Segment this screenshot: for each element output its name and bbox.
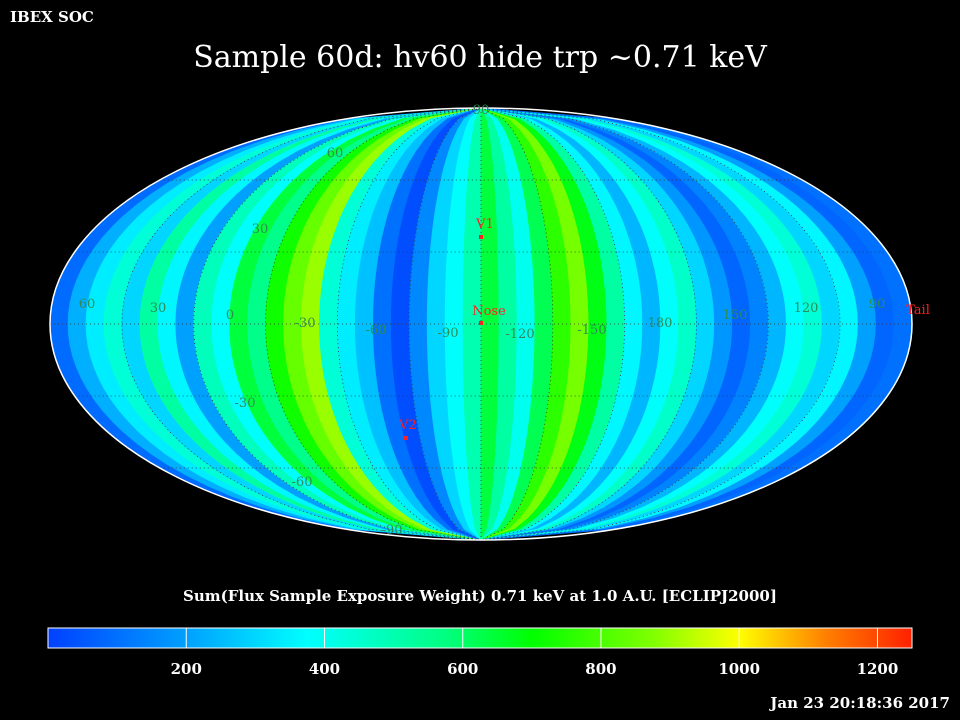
longitude-label: 60 — [79, 297, 96, 312]
colorbar-tick-label: 800 — [585, 660, 616, 678]
latitude-label: -60 — [292, 475, 313, 490]
latitude-labels: 90 60 30 -30 -60 -90 — [235, 103, 490, 538]
latitude-label: 90 — [473, 103, 490, 118]
page-title: Sample 60d: hv60 hide trp ~0.71 keV — [193, 40, 767, 75]
map-boundary — [49, 107, 913, 541]
longitude-label: 150 — [723, 308, 748, 323]
latitude-label: -30 — [235, 396, 256, 411]
marker-dot — [404, 436, 408, 440]
latitude-label: -90 — [382, 523, 403, 538]
longitude-label: 180 — [648, 316, 673, 331]
latitude-label: 60 — [327, 146, 344, 161]
meridian-line — [121, 108, 482, 540]
graticule — [50, 108, 912, 540]
colorbar-tick-label: 1200 — [857, 660, 899, 678]
colorbar-tick-label: 600 — [447, 660, 478, 678]
latitude-label: 30 — [252, 222, 269, 237]
colorbar-title: Sum(Flux Sample Exposure Weight) 0.71 ke… — [183, 587, 777, 605]
marker-label: V1 — [475, 217, 494, 232]
colorbar-tick-label: 400 — [309, 660, 340, 678]
longitude-label: -120 — [505, 327, 534, 342]
longitude-label: -60 — [366, 323, 387, 338]
marker-label: Nose — [472, 304, 506, 319]
colorbar-tick-label: 1000 — [718, 660, 760, 678]
longitude-label: -150 — [577, 323, 606, 338]
flux-map-bands — [50, 108, 912, 540]
colorbar-gradient — [47, 627, 913, 649]
longitude-labels: 60 30 0 -30 -60 -90 -120 -150 180 150 120 90 — [79, 297, 886, 342]
map-markers: V1 Nose V2 Tail — [398, 217, 930, 440]
meridian-line — [480, 108, 697, 540]
colorbar-ticks: 200 400 600 800 1000 1200 — [171, 628, 899, 678]
marker-dot — [479, 321, 483, 325]
colorbar-tick-label: 200 — [171, 660, 202, 678]
longitude-label: 0 — [226, 308, 234, 323]
marker-label: Tail — [906, 303, 930, 318]
longitude-label: 120 — [794, 301, 819, 316]
longitude-label: 30 — [150, 301, 167, 316]
longitude-label: -90 — [438, 326, 459, 341]
timestamp: Jan 23 20:18:36 2017 — [770, 694, 950, 712]
marker-label: V2 — [398, 418, 417, 433]
marker-dot — [479, 235, 483, 239]
meridian-line — [480, 108, 626, 540]
meridian-line — [336, 108, 482, 540]
corner-label: IBEX SOC — [10, 8, 94, 26]
colorbar: 200 400 600 800 1000 1200 — [47, 627, 913, 678]
longitude-label: -30 — [295, 316, 316, 331]
longitude-label: 90 — [869, 297, 886, 312]
